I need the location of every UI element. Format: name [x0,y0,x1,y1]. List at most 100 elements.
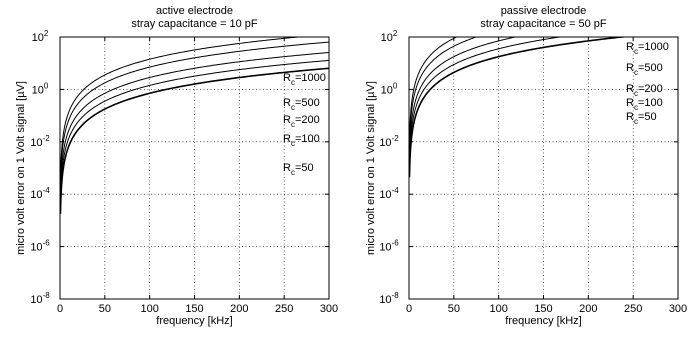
series-label-main: R [283,97,291,109]
y-tick-label: 10-8 [379,291,399,306]
series-label: Rc=1000 [283,72,326,87]
x-tick-label: 100 [140,303,158,315]
series-line [60,37,304,180]
series-label-main: R [626,111,634,123]
grid [60,37,329,299]
y-tick-exp: -8 [392,291,400,300]
y-tick-base: 10 [381,84,393,96]
chart-subtitle: stray capacitance = 10 pF [131,18,258,30]
series-line [409,37,478,152]
y-tick-exp: -4 [392,186,400,195]
y-tick-label: 10-2 [30,134,50,149]
series-label-sub: c [634,89,638,98]
x-tick-label: 150 [534,303,552,315]
series-line [409,37,518,162]
x-tick-label: 200 [579,303,597,315]
series-label: Rc=200 [283,114,320,129]
series-label-value: =200 [638,83,663,95]
series-line [60,41,329,188]
y-tick-label: 10-4 [30,186,50,201]
series-label-sub: c [634,68,638,77]
series-label: Rc=500 [626,62,663,77]
y-tick-base: 10 [379,189,391,201]
series-label: Rc=50 [283,162,314,177]
chart-title: passive electrode [501,5,587,17]
series-label-sub: c [634,103,638,112]
y-tick-base: 10 [30,189,42,201]
series-label-value: =50 [638,111,657,123]
y-tick-exp: 2 [393,29,398,38]
x-tick-label: 250 [275,303,293,315]
y-tick-label: 102 [381,29,398,44]
y-tick-base: 10 [30,242,42,254]
y-tick-label: 10-6 [379,239,399,254]
y-tick-label: 102 [32,29,49,44]
series-label-main: R [283,162,291,174]
series-label: Rc=1000 [626,41,669,56]
y-tick-base: 10 [32,84,44,96]
series-label-main: R [283,133,291,145]
series-label-value: =50 [295,162,314,174]
y-axis-label: micro volt error on 1 Volt signal [µV] [365,81,377,255]
y-tick-base: 10 [30,137,42,149]
y-tick-label: 10-8 [30,291,50,306]
series-label-value: =500 [638,62,663,74]
x-tick-label: 200 [230,303,248,315]
series-label: Rc=50 [626,111,657,126]
series-label-sub: c [291,168,295,177]
series-label-main: R [626,97,634,109]
x-tick-label: 0 [57,303,63,315]
series-label-value: =200 [295,114,320,126]
y-tick-base: 10 [379,137,391,149]
x-axis-label: frequency [kHz] [156,315,232,327]
series-label-value: =100 [295,133,320,145]
y-tick-exp: -2 [392,134,400,143]
x-tick-label: 50 [99,303,111,315]
x-tick-label: 250 [624,303,642,315]
y-tick-label: 100 [32,81,49,96]
series-group [409,37,630,178]
series-label: Rc=200 [626,83,663,98]
x-tick-label: 300 [320,303,338,315]
series-label: Rc=100 [626,97,663,112]
series-line [409,37,630,178]
series-label-value: =1000 [295,72,326,84]
series-label-main: R [626,62,634,74]
y-tick-exp: 0 [44,81,49,90]
series-label-main: R [626,83,634,95]
y-tick-base: 10 [381,32,393,44]
y-tick-base: 10 [379,242,391,254]
series-label-sub: c [291,139,295,148]
series-label-sub: c [634,47,638,56]
y-tick-exp: -2 [43,134,51,143]
y-tick-label: 10-4 [379,186,399,201]
x-tick-label: 300 [669,303,687,315]
y-tick-exp: -6 [43,239,51,248]
x-tick-label: 150 [185,303,203,315]
chart-title: active electrode [156,5,233,17]
series-label-main: R [283,114,291,126]
y-tick-exp: 0 [393,81,398,90]
x-axis-label: frequency [kHz] [505,315,581,327]
y-tick-exp: -8 [43,291,51,300]
series-line [60,67,329,214]
grid [409,37,678,299]
y-tick-label: 10-6 [30,239,50,254]
y-axis-label: micro volt error on 1 Volt signal [µV] [15,81,27,255]
chart-subtitle: stray capacitance = 50 pF [480,18,607,30]
series-line [409,37,563,170]
y-tick-label: 100 [381,81,398,96]
series-label-value: =100 [638,97,663,109]
series-label-sub: c [291,120,295,129]
y-tick-base: 10 [32,32,44,44]
series-label-sub: c [634,117,638,126]
x-tick-label: 50 [448,303,460,315]
y-tick-label: 10-2 [379,134,399,149]
y-tick-exp: 2 [44,29,49,38]
series-label-value: =500 [295,97,320,109]
y-tick-exp: -6 [392,239,400,248]
series-line [409,37,458,144]
